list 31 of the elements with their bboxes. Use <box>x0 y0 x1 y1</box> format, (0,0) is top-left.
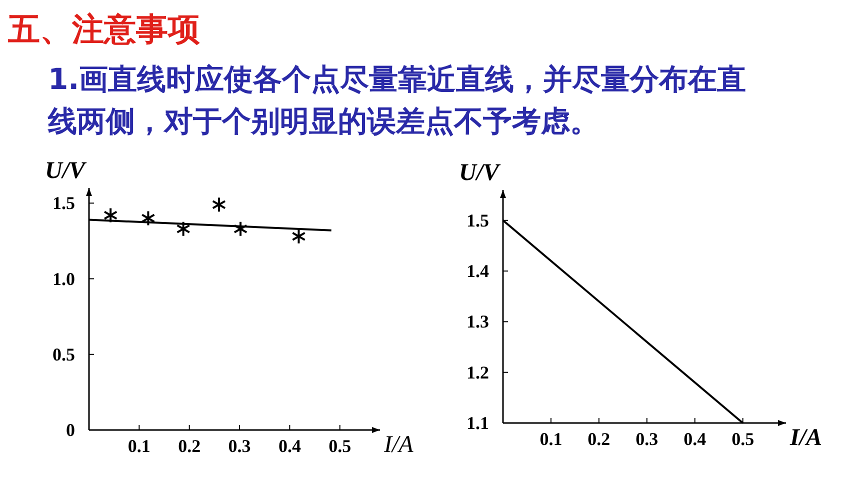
chart-subtitle: 1.画直线时应使各个点尽量靠近直线，并尽量分布在直线两侧，对于个别明显的误差点不予考虑。 <box>48 61 748 140</box>
y-tick-label: 1.1 <box>466 413 489 433</box>
y-tick-label: 1.4 <box>466 261 489 282</box>
y-tick-label: 1.5 <box>52 193 75 214</box>
y-tick-label: 0.5 <box>52 344 75 364</box>
x-tick-label: 0.2 <box>588 429 610 449</box>
point <box>233 220 248 237</box>
x-tick-label: 0.1 <box>128 436 150 456</box>
chart-title: 五、注意事项 <box>8 9 200 50</box>
point <box>212 196 226 213</box>
x-tick-label: 0.4 <box>684 429 706 449</box>
y-tick-label: 1.0 <box>52 268 75 289</box>
y-tick-label: 0 <box>66 420 75 440</box>
x-tick-label: 0.4 <box>278 436 301 456</box>
y-axis-title: U/V <box>459 160 501 186</box>
point <box>292 228 306 244</box>
y-tick-label: 1.3 <box>466 312 489 332</box>
x-tick-label: 0.2 <box>178 436 201 456</box>
x-axis-title: I/A <box>383 432 414 458</box>
x-tick-label: 0.1 <box>540 429 562 449</box>
point <box>104 207 118 224</box>
x-tick-label: 0.5 <box>328 436 352 456</box>
x-axis-title: I/A <box>789 425 822 451</box>
y-tick-label: 1.2 <box>466 362 489 382</box>
y-tick-label: 1.5 <box>466 210 489 230</box>
point <box>141 210 156 226</box>
y-axis-title: U/V <box>45 158 87 184</box>
x-tick-label: 0.3 <box>636 429 658 449</box>
point <box>176 220 190 237</box>
x-tick-label: 0.5 <box>732 429 754 449</box>
x-tick-label: 0.3 <box>228 436 251 456</box>
